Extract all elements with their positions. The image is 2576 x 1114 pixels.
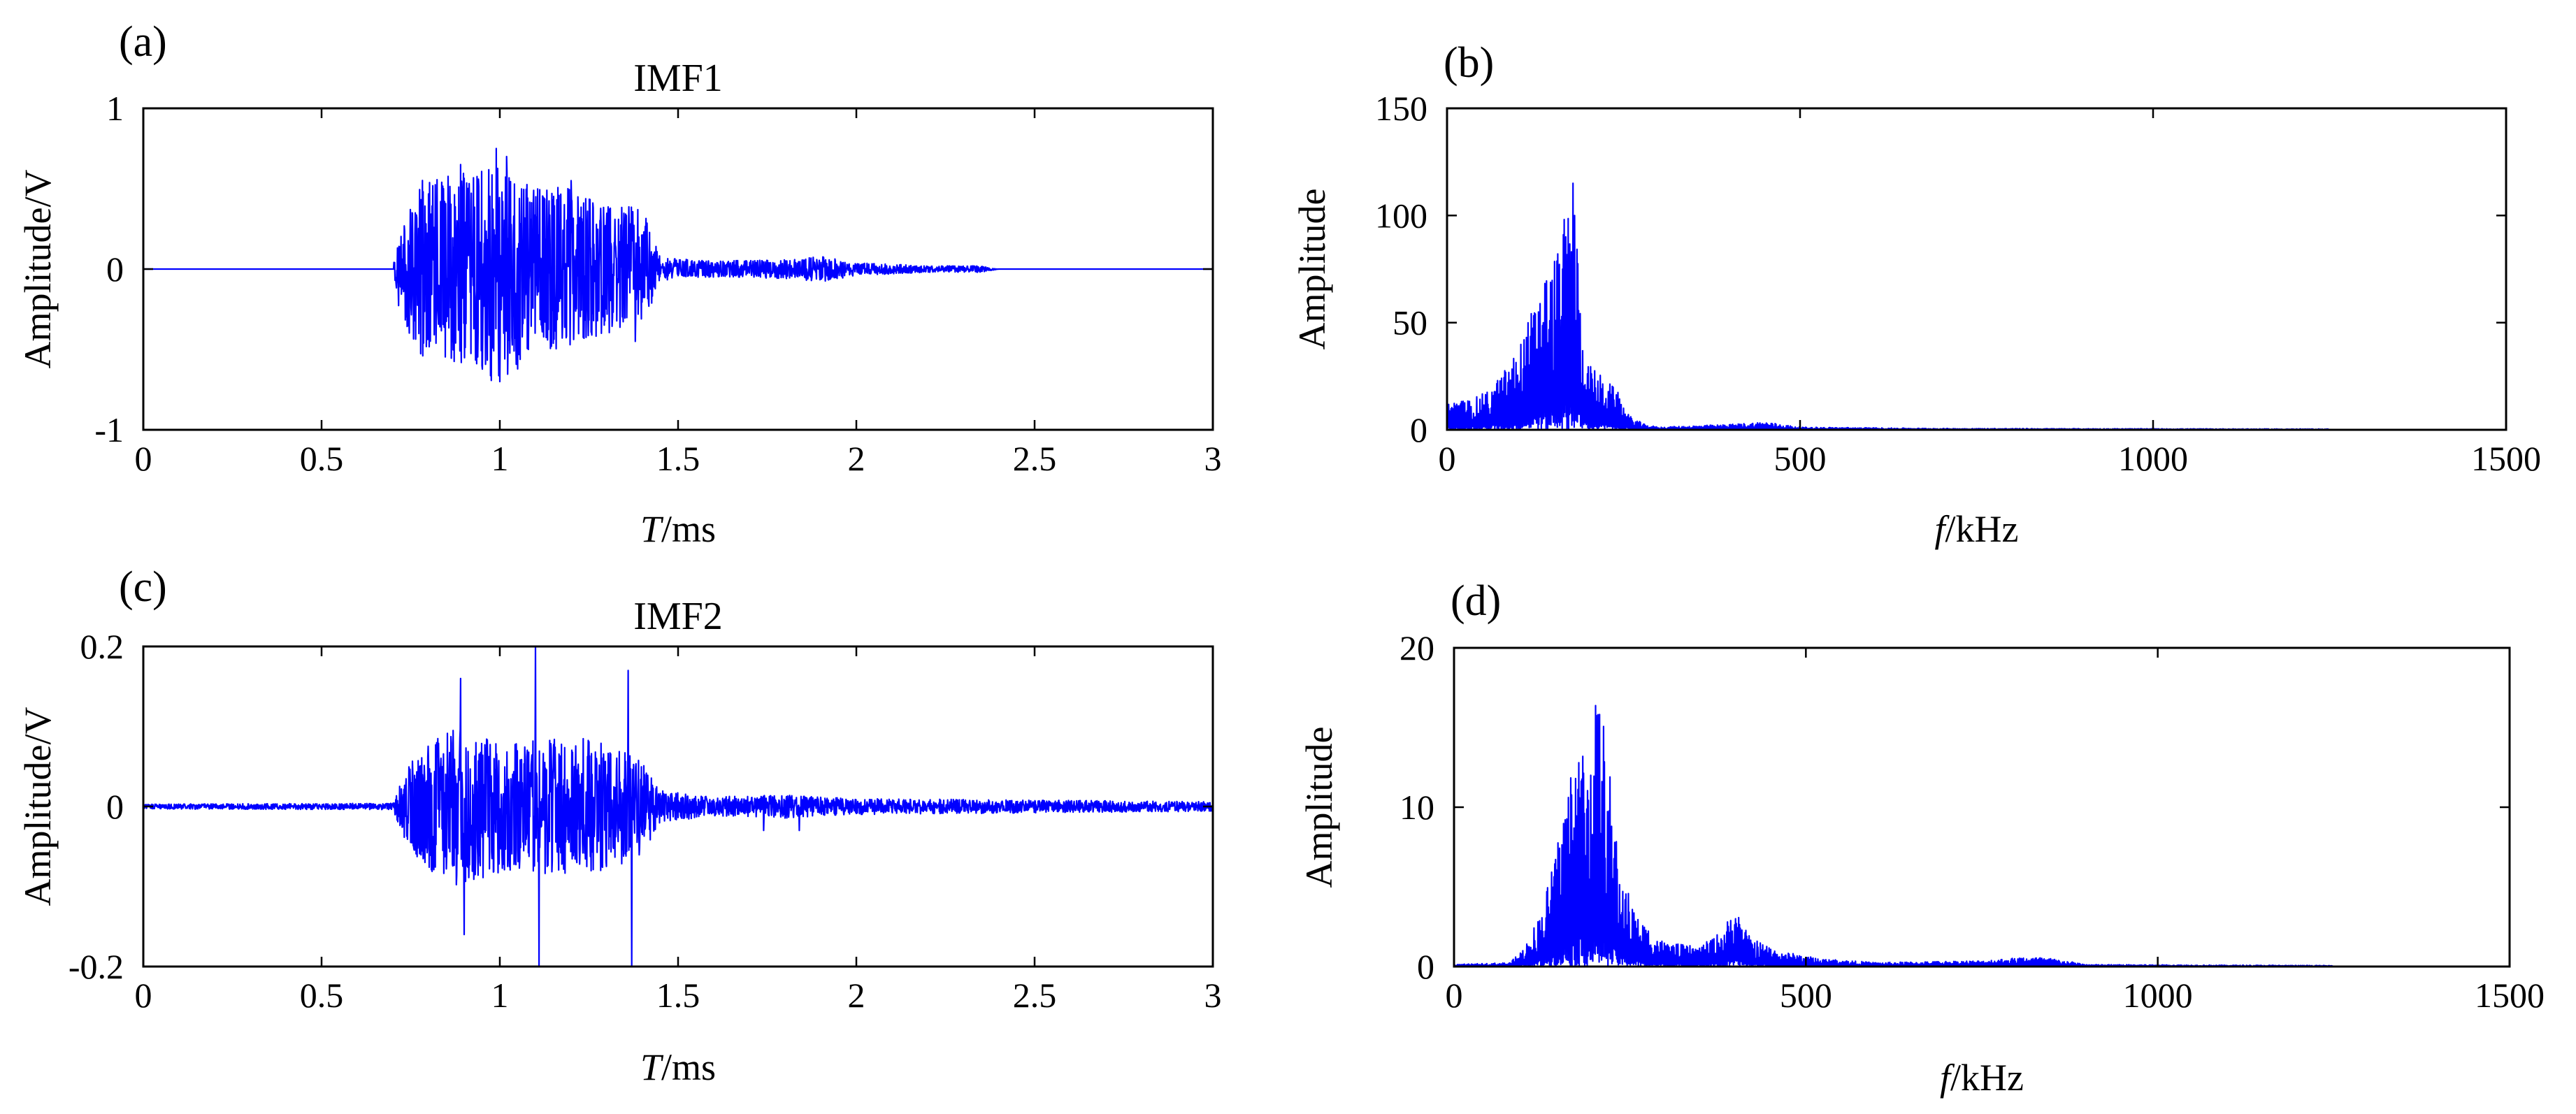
panel-b: 0 500 1000 1500 0 50 100 150 f/kHz Amplitude (b)	[1291, 39, 2541, 550]
y-tick-label-d-1: 10	[1399, 788, 1434, 827]
y-tick-label-c-1: 0	[106, 787, 124, 826]
x-tick-label-c-2: 1	[491, 976, 509, 1015]
x-axis-label-c: T/ms	[640, 1046, 716, 1088]
x-tick-label-a-2: 1	[491, 439, 509, 478]
x-tick-label-a-3: 1.5	[656, 439, 700, 478]
y-tick-label-a-0: -1	[94, 410, 124, 449]
panel-label-b: (b)	[1444, 39, 1494, 87]
x-tick-label-a-1: 0.5	[300, 439, 344, 478]
x-tick-label-d-1: 500	[1780, 976, 1832, 1015]
x-tick-label-a-6: 3	[1204, 439, 1222, 478]
y-axis-label-a: Amplitude/V	[17, 170, 59, 369]
plot-frame-b	[1446, 107, 2507, 431]
x-tick-label-d-2: 1000	[2123, 976, 2193, 1015]
x-tick-label-a-0: 0	[135, 439, 152, 478]
panel-label-d: (d)	[1451, 577, 1501, 625]
panel-label-c: (c)	[119, 563, 167, 611]
y-tick-label-b-1: 50	[1393, 303, 1427, 342]
y-tick-label-c-2: 0.2	[80, 627, 124, 666]
series-line-b	[1447, 182, 2331, 431]
x-tick-label-c-3: 1.5	[656, 976, 700, 1015]
y-axis-label-d: Amplitude	[1298, 727, 1340, 888]
y-tick-label-a-2: 1	[106, 89, 124, 128]
y-tick-label-d-0: 0	[1417, 947, 1434, 986]
panel-c: 0 0.5 1 1.5 2 2.5 3 -0.2 0 0.2 T/ms Amplitude/V IMF2…	[17, 563, 1222, 1088]
x-tick-label-c-5: 2.5	[1013, 976, 1057, 1015]
x-tick-label-a-5: 2.5	[1013, 439, 1057, 478]
y-tick-label-c-0: -0.2	[69, 947, 124, 986]
chart-title-c: IMF2	[633, 595, 723, 638]
x-tick-label-b-2: 1000	[2118, 439, 2188, 478]
x-tick-label-b-3: 1500	[2471, 439, 2541, 478]
y-tick-label-b-2: 100	[1375, 196, 1427, 235]
series-line-a	[143, 147, 1213, 383]
x-tick-label-b-1: 500	[1774, 439, 1827, 478]
x-tick-label-c-4: 2	[848, 976, 865, 1015]
x-axis-label-d: f/kHz	[1940, 1057, 2024, 1099]
series-line-d	[1454, 704, 2334, 968]
y-axis-label-b: Amplitude	[1291, 189, 1333, 350]
x-tick-label-c-6: 3	[1204, 976, 1222, 1015]
panel-label-a: (a)	[119, 18, 167, 66]
x-axis-label-b: f/kHz	[1935, 508, 2019, 550]
y-tick-label-b-0: 0	[1410, 410, 1427, 449]
series-line-c	[143, 645, 1213, 968]
panel-a: 0 0.5 1 1.5 2 2.5 3 -1 0 1 T/ms Amplitude/V IMF1 (a)	[17, 18, 1222, 550]
x-tick-label-b-0: 0	[1439, 439, 1456, 478]
y-axis-label-c: Amplitude/V	[17, 707, 59, 906]
x-tick-label-d-3: 1500	[2475, 976, 2545, 1015]
panel-d: 0 500 1000 1500 0 10 20 f/kHz Amplitude (d)	[1298, 577, 2545, 1099]
x-tick-label-d-0: 0	[1446, 976, 1463, 1015]
y-tick-label-d-2: 20	[1399, 628, 1434, 667]
y-tick-label-a-1: 0	[106, 249, 124, 289]
x-tick-label-c-0: 0	[135, 976, 152, 1015]
chart-title-a: IMF1	[633, 57, 723, 100]
x-tick-label-a-4: 2	[848, 439, 865, 478]
x-axis-label-a: T/ms	[640, 508, 716, 550]
y-tick-label-b-3: 150	[1375, 89, 1427, 128]
x-tick-label-c-1: 0.5	[300, 976, 344, 1015]
